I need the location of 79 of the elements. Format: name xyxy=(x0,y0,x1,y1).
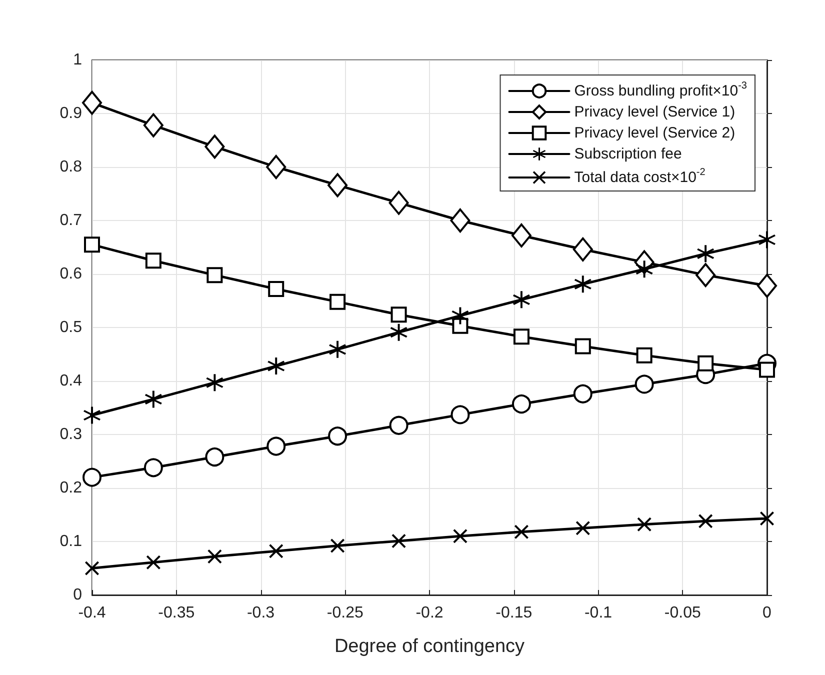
point xyxy=(146,555,160,570)
point xyxy=(389,416,408,435)
point xyxy=(574,338,591,354)
point xyxy=(698,355,714,372)
point xyxy=(512,394,531,414)
point xyxy=(82,468,102,487)
x-tick-label: -0.2 xyxy=(416,604,444,622)
legend-label: Privacy level (Service 2) xyxy=(574,124,736,142)
y-tick-label: 0.8 xyxy=(60,158,82,176)
point xyxy=(269,544,284,558)
point xyxy=(574,276,592,293)
point xyxy=(208,549,222,564)
point xyxy=(637,517,652,532)
point xyxy=(453,529,468,544)
point xyxy=(698,514,713,528)
point xyxy=(634,374,654,394)
point xyxy=(328,173,348,198)
y-tick-label: 0.6 xyxy=(60,266,82,282)
point xyxy=(145,252,162,269)
point xyxy=(204,134,225,159)
point xyxy=(452,307,469,324)
x-tick-label: -0.35 xyxy=(158,604,195,622)
x-tick-label: -0.1 xyxy=(584,604,612,622)
y-tick-label: 0.7 xyxy=(60,212,82,229)
point xyxy=(636,347,652,364)
point xyxy=(144,458,163,478)
point xyxy=(512,291,530,308)
point xyxy=(205,447,224,466)
point xyxy=(513,328,530,345)
y-tick-label: 0.4 xyxy=(60,372,82,390)
point xyxy=(392,534,406,548)
x-tick-label: -0.25 xyxy=(326,604,364,622)
x-axis-title: Degree of contingency xyxy=(334,636,526,657)
point xyxy=(390,306,407,323)
y-tick-label: 0.3 xyxy=(60,426,82,443)
y-tick-label: 1 xyxy=(73,52,82,68)
point xyxy=(696,263,716,288)
legend-label: Privacy level (Service 1) xyxy=(574,104,736,120)
point xyxy=(330,538,345,553)
point xyxy=(84,236,100,253)
x-tick-label: -0.4 xyxy=(78,604,106,622)
point xyxy=(758,231,776,248)
point xyxy=(511,223,532,248)
point xyxy=(572,237,593,262)
point xyxy=(757,274,777,298)
point xyxy=(268,358,285,375)
point xyxy=(206,267,223,284)
point xyxy=(759,362,775,378)
y-tick-label: 0.9 xyxy=(60,105,82,122)
x-tick-label: -0.05 xyxy=(664,604,701,622)
point xyxy=(144,390,162,408)
point xyxy=(760,511,774,526)
point xyxy=(573,384,592,404)
point xyxy=(143,113,164,138)
point xyxy=(390,324,408,341)
point xyxy=(697,245,714,262)
x-tick-label: 0 xyxy=(762,604,772,622)
point xyxy=(84,406,100,424)
y-tick-label: 0.2 xyxy=(60,480,82,496)
point xyxy=(268,280,284,297)
point xyxy=(82,90,102,115)
point xyxy=(266,155,286,179)
y-tick-label: 0.1 xyxy=(60,533,82,550)
point xyxy=(330,294,346,310)
x-tick-label: -0.3 xyxy=(246,604,275,622)
x-tick-label: -0.15 xyxy=(496,604,532,622)
point xyxy=(328,426,348,446)
y-tick-label: 0.5 xyxy=(60,319,82,336)
point xyxy=(85,561,99,576)
point xyxy=(329,340,346,358)
legend-label: Subscription fee xyxy=(574,146,682,162)
point xyxy=(514,524,528,539)
point xyxy=(576,521,590,536)
y-tick-label: 0 xyxy=(73,586,82,604)
point xyxy=(450,208,470,232)
point xyxy=(266,436,286,456)
point xyxy=(450,405,470,424)
point xyxy=(206,374,224,392)
point xyxy=(388,190,409,215)
